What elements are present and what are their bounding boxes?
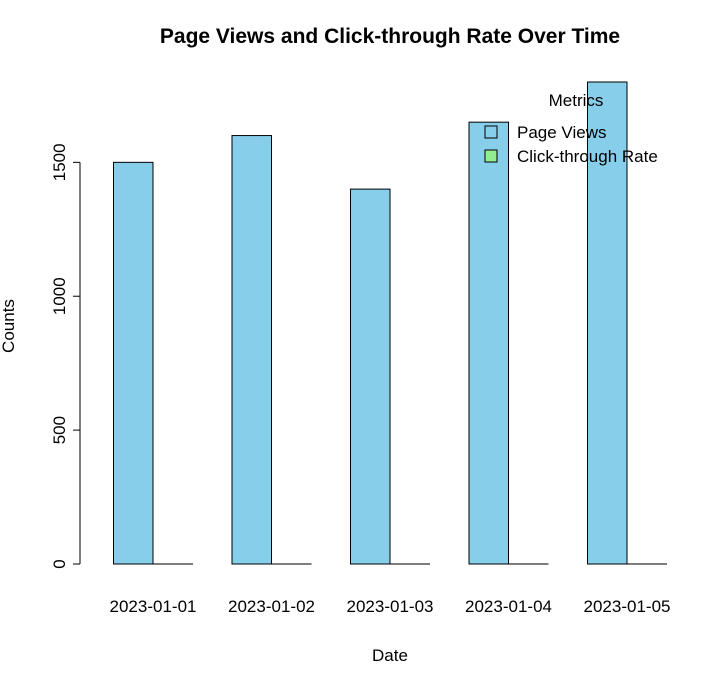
y-tick-label: 0 — [50, 559, 69, 568]
x-tick-label: 2023-01-05 — [584, 597, 671, 616]
x-tick-label: 2023-01-03 — [347, 597, 434, 616]
legend-swatch — [484, 125, 498, 139]
y-axis: 0 500 1000 1500 — [50, 143, 81, 569]
bar — [231, 135, 272, 565]
legend-label: Page Views — [517, 123, 606, 142]
legend-title: Metrics — [549, 91, 604, 110]
y-tick-label: 1500 — [50, 143, 69, 181]
x-axis-label: Date — [372, 646, 408, 665]
legend-label: Click-through Rate — [517, 147, 658, 166]
legend: Metrics Page Views Click-through Rate — [484, 91, 658, 166]
bar — [468, 121, 509, 565]
y-tick-label: 500 — [50, 416, 69, 444]
x-tick-label: 2023-01-01 — [110, 597, 197, 616]
y-tick-label: 1000 — [50, 277, 69, 315]
legend-swatch — [484, 149, 498, 163]
y-axis-label: Counts — [0, 299, 18, 353]
bar — [350, 188, 391, 565]
chart-title: Page Views and Click-through Rate Over T… — [160, 25, 620, 48]
bar — [587, 81, 628, 565]
x-tick-labels: 2023-01-01 2023-01-02 2023-01-03 2023-01-04… — [110, 597, 671, 616]
bars — [113, 81, 667, 565]
bar — [113, 161, 154, 565]
x-tick-label: 2023-01-02 — [228, 597, 315, 616]
x-tick-label: 2023-01-04 — [465, 597, 552, 616]
